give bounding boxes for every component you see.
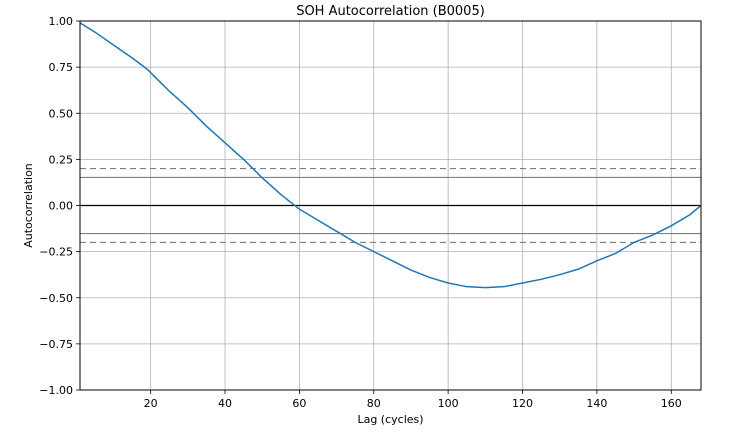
x-tick-label: 160 (661, 397, 682, 410)
x-tick-label: 80 (367, 397, 381, 410)
x-tick-label: 60 (292, 397, 306, 410)
x-tick-label: 140 (586, 397, 607, 410)
y-tick-label: 0.50 (49, 107, 74, 120)
x-axis-label: Lag (cycles) (357, 413, 423, 426)
y-tick-label: −1.00 (39, 384, 73, 397)
y-tick-label: 1.00 (49, 15, 74, 28)
y-tick-label: −0.75 (39, 338, 73, 351)
y-tick-label: −0.25 (39, 246, 73, 259)
y-tick-label: 0.75 (49, 61, 74, 74)
y-tick-label: −0.50 (39, 292, 73, 305)
y-axis-label: Autocorrelation (22, 163, 35, 248)
x-tick-label: 20 (144, 397, 158, 410)
tick-layer: 20 40 60 80 100 120 140 160 −1.00 −0.75 −0.50 −0.25… (39, 15, 681, 410)
x-tick-label: 40 (218, 397, 232, 410)
series-layer (79, 22, 702, 289)
chart-title: SOH Autocorrelation (B0005) (296, 4, 485, 19)
reference-lines (80, 168, 701, 243)
x-tick-label: 100 (438, 397, 459, 410)
y-tick-label: 0.25 (49, 153, 74, 166)
y-tick-label: 0.00 (49, 200, 74, 213)
x-tick-label: 120 (512, 397, 533, 410)
autocorrelation-line (79, 22, 702, 289)
